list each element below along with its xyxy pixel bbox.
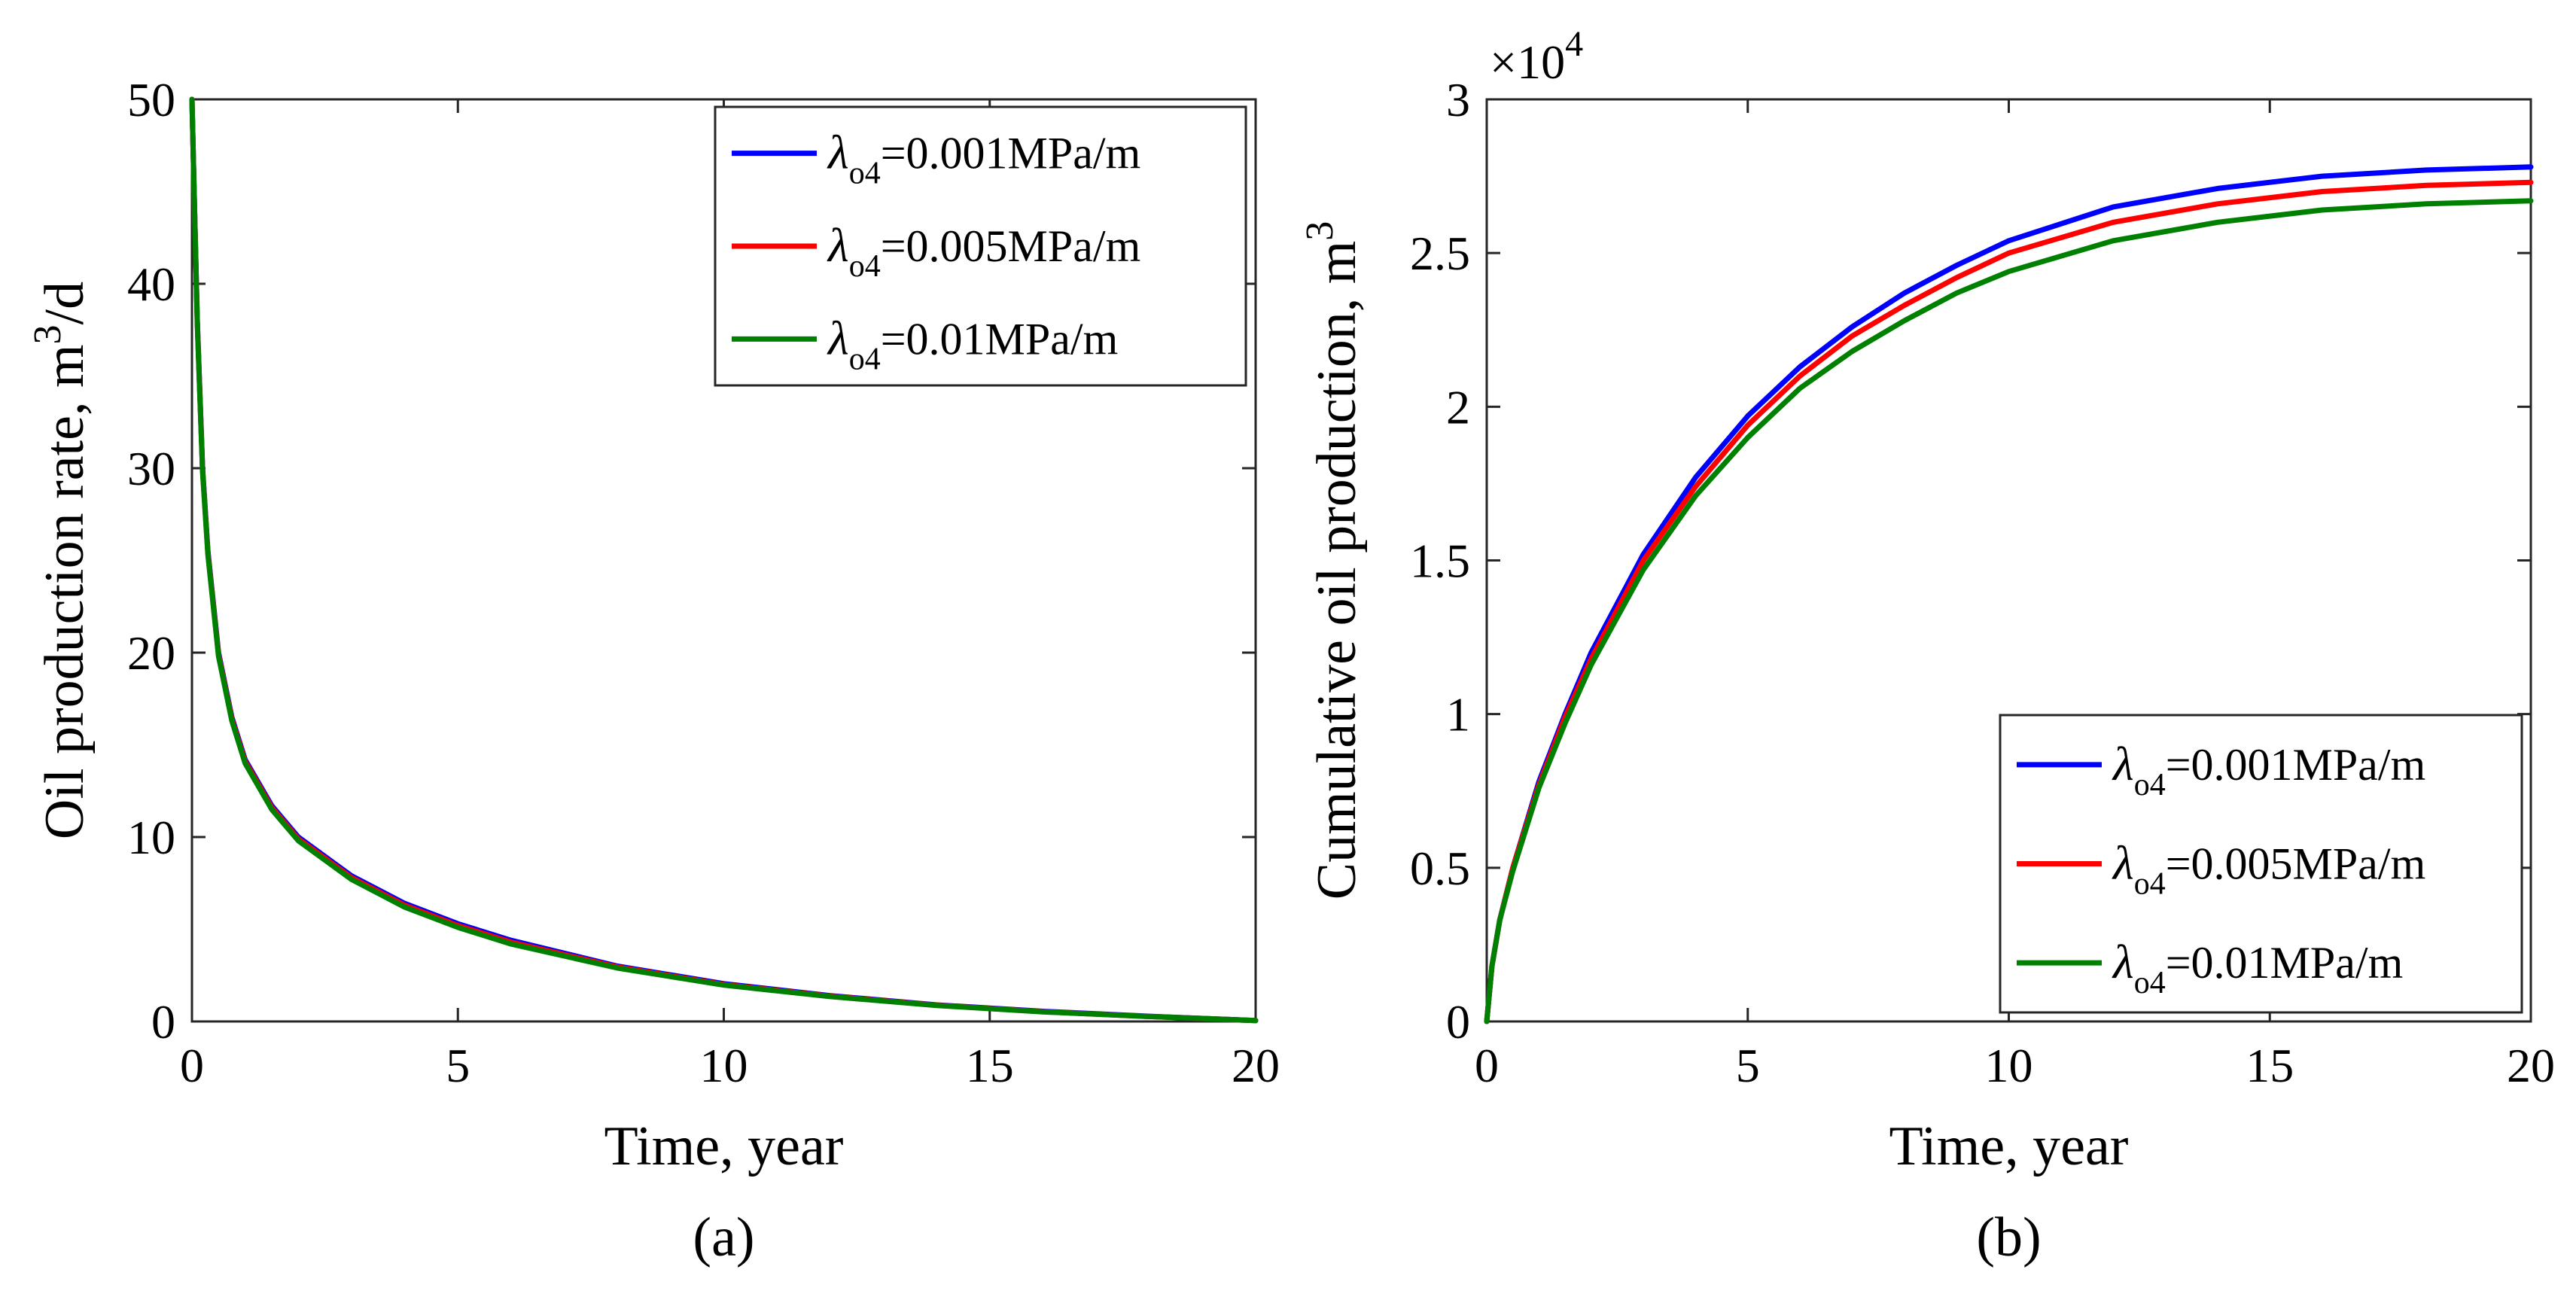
x-tick-label: 5 [446,1039,470,1092]
legend: λo4=0.001MPa/mλo4=0.005MPa/mλo4=0.01MPa/… [1999,714,2523,1014]
y-axis-multiplier-exponent: 4 [1565,24,1583,64]
x-tick-label: 0 [1475,1039,1499,1092]
y-tick-label: 2 [1446,380,1470,434]
legend-entry-label: λo4=0.01MPa/m [827,311,1118,376]
legend-entry-subscript: o4 [2134,966,2166,1000]
y-tick-label: 2.5 [1410,227,1470,280]
y-tick-label: 1 [1446,688,1470,741]
legend-entry-label: λo4=0.001MPa/m [2112,737,2425,802]
legend-entry-subscript: o4 [849,157,881,191]
chart-panel-b: 0 5 10 15 20 0 0.5 1 1.5 2 2.5 3 ×104 Time, year Cumul… [1299,24,2555,1268]
y-tick-label: 30 [127,442,175,495]
legend-entry-label: λo4=0.005MPa/m [827,218,1140,284]
legend-entry-label: λo4=0.01MPa/m [2112,935,2403,1000]
y-tick-label: 1.5 [1410,534,1470,588]
x-tick-label: 5 [1736,1039,1760,1092]
y-tick-label: 3 [1446,73,1470,126]
panel-label: (a) [693,1207,754,1268]
legend-entry-symbol: λ [2112,836,2134,890]
series-line [189,96,1259,1024]
y-axis-label-exponent: 3 [1299,221,1341,241]
x-tick-label: 0 [180,1039,204,1092]
legend-entry-value: =0.01MPa/m [881,314,1119,364]
legend: λo4=0.001MPa/mλo4=0.005MPa/mλo4=0.01MPa/… [714,105,1247,387]
legend-entry-label: λo4=0.001MPa/m [827,126,1140,191]
y-axis-multiplier: ×104 [1490,24,1583,89]
x-tick-label: 20 [2507,1039,2555,1092]
legend-entry-value: =0.005MPa/m [2166,839,2426,889]
series-line [1484,198,2534,1024]
chart-panel-a: 0 5 10 15 20 0 10 20 30 40 50 Time, year Oil product… [26,73,1280,1268]
x-tick-label: 20 [1232,1039,1280,1092]
y-axis-label: Oil production rate, m3/d [26,282,96,839]
legend-entry-subscript: o4 [2134,867,2166,902]
y-tick-label: 40 [127,257,175,311]
legend-entry-symbol: λ [827,311,849,364]
legend-entry-symbol: λ [2112,737,2134,790]
x-axis-label: Time, year [604,1116,844,1177]
y-axis-label-exponent: 3 [26,324,69,344]
legend-entry-symbol: λ [827,126,849,179]
y-tick-label: 0.5 [1410,842,1470,895]
x-tick-label: 15 [2246,1039,2294,1092]
legend-entry-value: =0.001MPa/m [2166,740,2426,790]
legend-entry-subscript: o4 [849,342,881,376]
x-axis-label: Time, year [1889,1116,2129,1177]
x-tick-label: 10 [700,1039,748,1092]
y-tick-label: 20 [127,626,175,680]
y-tick-label: 10 [127,811,175,864]
y-axis-label: Cumulative oil production, m3 [1299,221,1368,900]
legend-entry-value: =0.001MPa/m [881,129,1141,178]
legend-entry-symbol: λ [827,218,849,272]
legend-entry-value: =0.005MPa/m [881,221,1141,271]
legend-entry-symbol: λ [2112,935,2134,988]
y-tick-label: 0 [1446,995,1470,1049]
y-tick-label: 50 [127,73,175,126]
y-tick-label: 0 [151,995,175,1049]
panel-label: (b) [1976,1207,2041,1268]
y-axis-label-suffix: /d [34,282,96,325]
legend-entry-subscript: o4 [849,249,881,284]
x-tick-label: 10 [1985,1039,2033,1092]
legend-entry-label: λo4=0.005MPa/m [2112,836,2425,902]
x-tick-label: 15 [966,1039,1014,1092]
legend-entry-value: =0.01MPa/m [2166,938,2404,988]
legend-entry-subscript: o4 [2134,768,2166,802]
